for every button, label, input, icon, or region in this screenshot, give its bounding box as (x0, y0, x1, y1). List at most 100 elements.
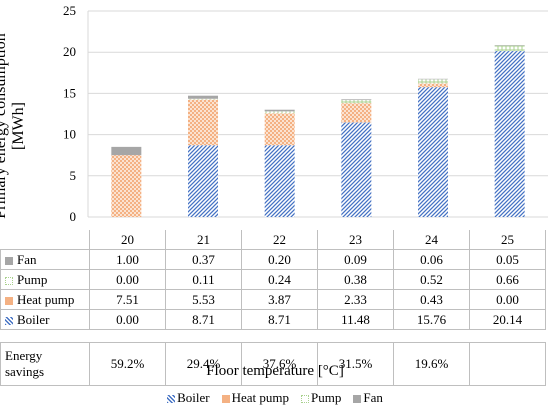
y-tick-label: 0 (70, 209, 77, 224)
x-tick-label: 22 (241, 230, 318, 250)
table-cell: 0.00 (469, 289, 546, 310)
y-tick-label: 25 (63, 3, 76, 18)
table-spacer (0, 329, 546, 343)
x-tick-label: 20 (89, 230, 166, 250)
table-cell: 5.53 (165, 289, 242, 310)
bar-heat-pump-20 (111, 155, 142, 217)
bar-fan-23 (341, 99, 372, 101)
bars (111, 45, 525, 217)
table-cell: 0.24 (241, 269, 318, 290)
table-cell: 0.06 (393, 249, 470, 270)
savings-cell: 29.4% (165, 342, 242, 386)
table-row-label: Heat pump (0, 289, 90, 310)
table-cell: 0.00 (89, 269, 166, 290)
table-cell: 7.51 (89, 289, 166, 310)
table-row-label: Pump (0, 269, 90, 290)
gridlines (87, 10, 548, 218)
bar-pump-25 (494, 45, 525, 52)
savings-cell: 37.6% (241, 342, 318, 386)
table-row-label: Boiler (0, 309, 90, 330)
table-row: Heat pump 7.51 5.53 3.87 2.33 0.43 0.00 (0, 289, 546, 310)
legend-item: Fan (353, 390, 383, 405)
table-cell: 3.87 (241, 289, 318, 310)
y-tick-label: 15 (63, 85, 76, 100)
savings-cell (469, 342, 546, 386)
bar-fan-25 (494, 45, 525, 46)
stacked-bar-chart: 0 5 10 15 20 25 (63, 3, 548, 224)
bar-fan-24 (418, 78, 448, 80)
table-cell: 0.09 (317, 249, 394, 270)
legend-label: Pump (311, 390, 342, 405)
y-axis-title-line2: [MWh] (10, 102, 27, 150)
savings-cell: 31.5% (317, 342, 394, 386)
legend-label: Fan (363, 390, 383, 405)
y-tick-labels: 0 5 10 15 20 25 (63, 3, 76, 224)
savings-label: Energy savings (0, 342, 90, 386)
table-cell: 20.14 (469, 309, 546, 330)
legend: Boiler Heat pump Pump Fan (0, 390, 550, 406)
x-tick-label: 23 (317, 230, 394, 250)
savings-row: Energy savings 59.2% 29.4% 37.6% 31.5% 19.6% (0, 342, 546, 386)
bar-heat-pump-21 (188, 99, 218, 146)
bar-boiler-21 (188, 145, 218, 217)
bar-pump-21 (188, 98, 218, 100)
y-tick-label: 10 (63, 127, 76, 142)
table-cell: 2.33 (317, 289, 394, 310)
table-cell: 0.37 (165, 249, 242, 270)
legend-label: Boiler (177, 390, 210, 405)
table-cell: 0.00 (89, 309, 166, 330)
table-cell: 11.48 (317, 309, 394, 330)
y-tick-label: 20 (63, 44, 76, 59)
bar-boiler-25 (494, 51, 525, 217)
y-axis-title-line1: Primary energy consumption (0, 33, 9, 219)
bar-heat-pump-22 (264, 113, 295, 146)
table-cell: 0.38 (317, 269, 394, 290)
legend-item: Heat pump (221, 390, 290, 405)
bar-boiler-23 (341, 122, 372, 217)
y-tick-label: 5 (70, 168, 77, 183)
table-cell: 0.52 (393, 269, 470, 290)
bar-boiler-24 (418, 87, 448, 217)
data-table: 20 21 22 23 24 25 Fan 1.00 0.37 0.20 0.09 0.06 0.05 P… (0, 230, 546, 386)
table-row: Fan 1.00 0.37 0.20 0.09 0.06 0.05 (0, 249, 546, 270)
table-cell: 0.66 (469, 269, 546, 290)
table-cell: 0.43 (393, 289, 470, 310)
bar-heat-pump-23 (341, 103, 372, 123)
legend-label: Heat pump (231, 390, 290, 405)
bar-pump-23 (341, 100, 372, 104)
bar-fan-20 (111, 146, 142, 156)
table-cell: 1.00 (89, 249, 166, 270)
table-cell: 0.05 (469, 249, 546, 270)
table-row: Pump 0.00 0.11 0.24 0.38 0.52 0.66 (0, 269, 546, 290)
x-tick-label: 21 (165, 230, 242, 250)
bar-heat-pump-24 (418, 83, 448, 88)
legend-swatch-icon (5, 316, 13, 325)
legend-swatch-icon (5, 256, 13, 265)
legend-item: Boiler (167, 390, 210, 405)
legend-swatch-icon (353, 395, 362, 404)
table-cell: 0.20 (241, 249, 318, 270)
legend-swatch-icon (221, 395, 230, 404)
bar-fan-21 (188, 95, 218, 99)
bar-fan-22 (264, 109, 295, 112)
table-cell: 8.71 (241, 309, 318, 330)
table-corner (1, 230, 90, 250)
table-cell: 0.11 (165, 269, 242, 290)
legend-swatch-icon (5, 276, 13, 285)
legend-swatch-icon (167, 395, 176, 404)
legend-item: Pump (301, 390, 341, 405)
legend-swatch-icon (301, 395, 310, 404)
table-row: Boiler 0.00 8.71 8.71 11.48 15.76 20.14 (0, 309, 546, 330)
x-tick-label: 25 (469, 230, 546, 250)
table-header-row: 20 21 22 23 24 25 (1, 230, 546, 250)
bar-boiler-22 (264, 145, 295, 217)
bar-pump-22 (264, 111, 295, 114)
bar-pump-24 (418, 79, 448, 84)
table-cell: 8.71 (165, 309, 242, 330)
legend-swatch-icon (5, 296, 13, 305)
table-cell: 15.76 (393, 309, 470, 330)
x-tick-label: 24 (393, 230, 470, 250)
x-axis-title: Floor temperature [°C] (206, 363, 344, 379)
y-axis-title: Primary energy consumption [MWh] (0, 26, 40, 226)
table-row-label: Fan (0, 249, 90, 270)
